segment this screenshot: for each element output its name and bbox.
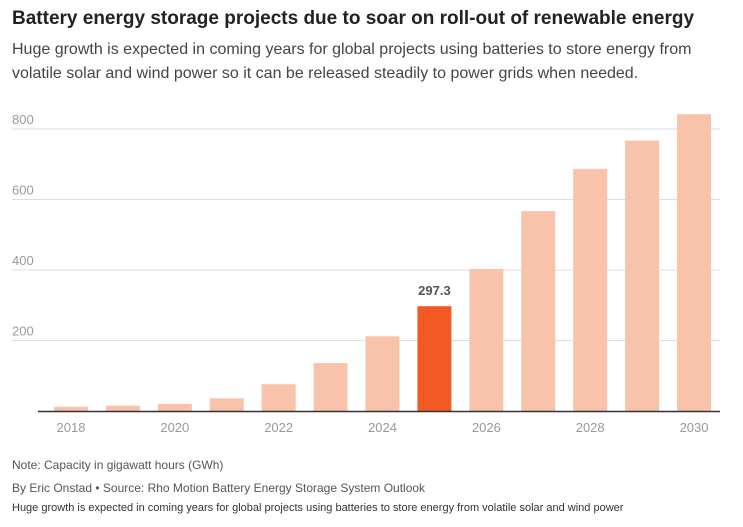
x-tick-label-2026: 2026 xyxy=(472,420,501,435)
x-tick-label-2028: 2028 xyxy=(576,420,605,435)
bar-2021 xyxy=(210,398,244,411)
data-label-2025: 297.3 xyxy=(418,283,451,298)
bar-2023 xyxy=(314,363,348,411)
bar-2029 xyxy=(625,141,659,411)
bar-2028 xyxy=(573,169,607,411)
bar-2026 xyxy=(469,269,503,411)
bar-2030 xyxy=(677,114,711,411)
bar-2019 xyxy=(106,406,140,411)
source-credit: By Eric Onstad • Source: Rho Motion Batt… xyxy=(12,481,425,495)
x-tick-label-2022: 2022 xyxy=(264,420,293,435)
bar-2020 xyxy=(158,404,192,411)
y-tick-label-200: 200 xyxy=(12,324,34,339)
bar-2027 xyxy=(521,211,555,411)
x-tick-label-2018: 2018 xyxy=(57,420,86,435)
bar-2025 xyxy=(417,306,451,411)
bar-2018 xyxy=(54,407,88,411)
caption: Huge growth is expected in coming years … xyxy=(12,502,623,514)
bar-2022 xyxy=(262,384,296,411)
x-tick-label-2020: 2020 xyxy=(160,420,189,435)
bar-chart: 200 400 600 800 297.3 2018 2020 2022 2024 2026 202… xyxy=(0,0,743,527)
x-tick-label-2024: 2024 xyxy=(368,420,397,435)
x-tick-label-2030: 2030 xyxy=(680,420,709,435)
units-note: Note: Capacity in gigawatt hours (GWh) xyxy=(12,458,223,472)
y-tick-label-800: 800 xyxy=(12,112,34,127)
y-tick-label-400: 400 xyxy=(12,253,34,268)
bar-2024 xyxy=(366,336,400,411)
y-tick-label-600: 600 xyxy=(12,183,34,198)
